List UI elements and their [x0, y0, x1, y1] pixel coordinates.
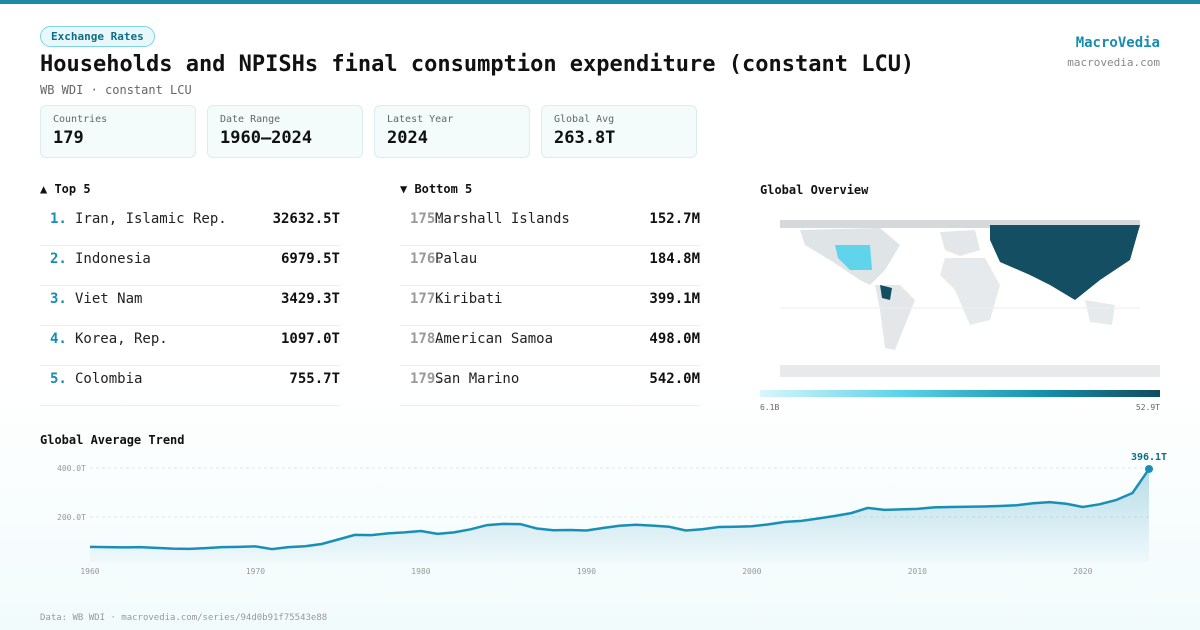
stat-value: 2024: [387, 128, 428, 148]
y-tick-label: 200.0T: [57, 513, 86, 522]
value: 755.7T: [289, 371, 340, 387]
world-map: [780, 220, 1160, 377]
list-row: 178. American Samoa 498.0M: [400, 325, 700, 366]
x-tick-label: 1980: [411, 567, 430, 576]
country: San Marino: [435, 371, 520, 387]
map-title: Global Overview: [760, 183, 869, 197]
rank: 3.: [50, 291, 67, 307]
legend-gradient: [760, 390, 1160, 397]
stat-value: 1960–2024: [220, 128, 313, 148]
title: Households and NPISHs final consumption …: [40, 52, 915, 77]
rank: 5.: [50, 371, 67, 387]
rank: 177.: [410, 291, 444, 307]
stat-card: Global Avg 263.8T: [541, 105, 697, 158]
top-stripe: [0, 0, 1200, 4]
stat-label: Countries: [53, 114, 108, 125]
country: Marshall Islands: [435, 211, 570, 227]
x-tick-label: 2010: [908, 567, 927, 576]
value: 184.8M: [649, 251, 700, 267]
x-tick-label: 1990: [577, 567, 596, 576]
footer: Data: WB WDI · macrovedia.com/series/94d…: [40, 613, 328, 623]
stat-label: Latest Year: [387, 114, 454, 125]
rank: 175.: [410, 211, 444, 227]
brand: MacroVedia: [1075, 35, 1160, 51]
rank: 4.: [50, 331, 67, 347]
rank: 179.: [410, 371, 444, 387]
value: 152.7M: [649, 211, 700, 227]
country: Indonesia: [75, 251, 151, 267]
stat-card: Countries 179: [40, 105, 196, 158]
list-row: 1. Iran, Islamic Rep. 32632.5T: [40, 205, 340, 246]
country: Korea, Rep.: [75, 331, 168, 347]
list-row: 2. Indonesia 6979.5T: [40, 245, 340, 286]
country: Colombia: [75, 371, 143, 387]
list-row: 175. Marshall Islands 152.7M: [400, 205, 700, 246]
chart-title: Global Average Trend: [40, 433, 185, 447]
country: Kiribati: [435, 291, 503, 307]
country: Iran, Islamic Rep.: [75, 211, 227, 227]
x-tick-label: 2000: [742, 567, 761, 576]
last-point: [1145, 464, 1153, 473]
stat-card: Latest Year 2024: [374, 105, 530, 158]
x-tick-label: 1960: [80, 567, 99, 576]
plot: 200.0T 400.0T 1960 1970 1980 1990 2000 2010 2020…: [57, 452, 1167, 576]
annotation: 396.1T: [1131, 452, 1167, 463]
legend-max: 52.9T: [1136, 403, 1160, 412]
y-tick-label: 400.0T: [57, 464, 86, 473]
stat-value: 263.8T: [554, 128, 616, 148]
x-tick-label: 2020: [1073, 567, 1092, 576]
stat-card: Date Range 1960–2024: [207, 105, 363, 158]
list-row: 177. Kiribati 399.1M: [400, 285, 700, 326]
list-row: 179. San Marino 542.0M: [400, 365, 700, 406]
country: Palau: [435, 251, 478, 267]
value: 399.1M: [649, 291, 700, 307]
site: macrovedia.com: [1067, 56, 1160, 69]
stat-value: 179: [53, 128, 84, 148]
area: [90, 469, 1149, 562]
value: 1097.0T: [280, 331, 340, 347]
line: [89, 468, 1151, 551]
bottom-title: ▼ Bottom 5: [400, 182, 473, 196]
value: 32632.5T: [272, 211, 340, 227]
list-row: 176. Palau 184.8M: [400, 245, 700, 286]
value: 542.0M: [649, 371, 700, 387]
country: American Samoa: [435, 331, 554, 347]
value: 6979.5T: [280, 251, 340, 267]
subtitle: WB WDI · constant LCU: [40, 83, 192, 97]
value: 3429.3T: [280, 291, 340, 307]
list-row: 4. Korea, Rep. 1097.0T: [40, 325, 340, 366]
list-row: 5. Colombia 755.7T: [40, 365, 340, 406]
x-tick-label: 1970: [246, 567, 265, 576]
rank: 176.: [410, 251, 444, 267]
country: Viet Nam: [75, 291, 143, 307]
value: 498.0M: [649, 331, 700, 347]
list-row: 3. Viet Nam 3429.3T: [40, 285, 340, 326]
legend-min: 6.1B: [760, 403, 779, 412]
rank: 178.: [410, 331, 444, 347]
badge: Exchange Rates: [40, 26, 155, 47]
top-title: ▲ Top 5: [40, 182, 91, 196]
stat-label: Date Range: [220, 114, 281, 125]
stat-label: Global Avg: [554, 114, 615, 125]
rank: 1.: [50, 211, 67, 227]
rank: 2.: [50, 251, 67, 267]
